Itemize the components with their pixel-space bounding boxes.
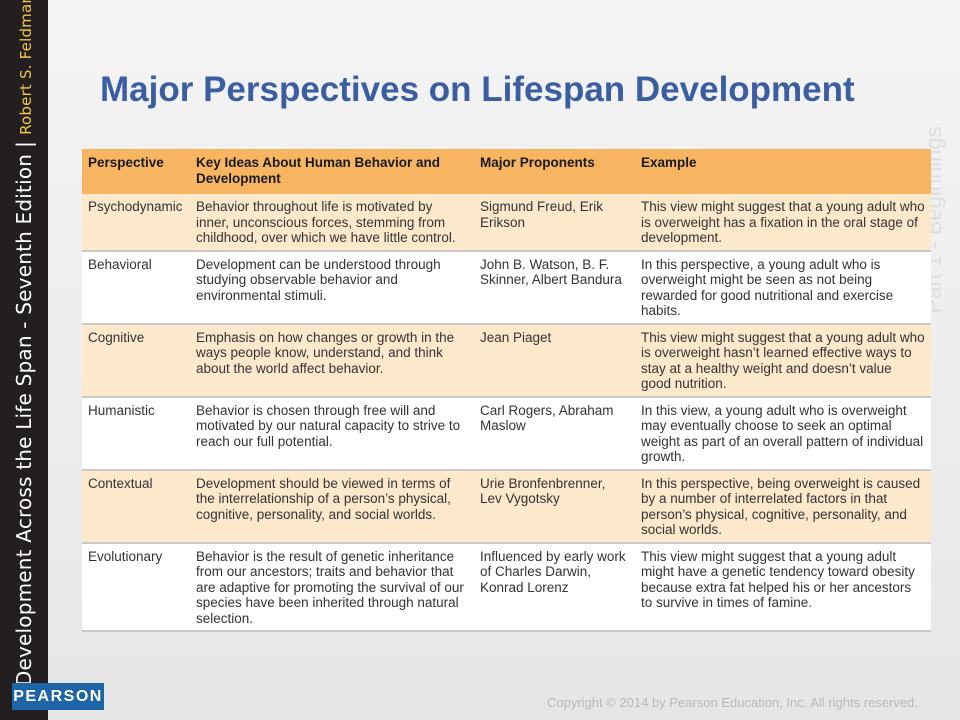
cell-perspective: Psychodynamic — [82, 194, 190, 252]
cell-example: In this perspective, being overweight is… — [635, 469, 931, 544]
cell-key-ideas: Behavior is the result of genetic inheri… — [190, 542, 474, 632]
cell-perspective: Evolutionary — [82, 542, 190, 632]
cell-proponents: Urie Bronfenbrenner, Lev Vygotsky — [474, 469, 635, 544]
table-row: Humanistic Behavior is chosen through fr… — [82, 396, 931, 471]
cell-proponents: Jean Piaget — [474, 323, 635, 398]
cell-proponents: Influenced by early work of Charles Darw… — [474, 542, 635, 632]
book-author: Robert S. Feldman — [17, 0, 35, 135]
table-row: Behavioral Development can be understood… — [82, 250, 931, 325]
pearson-logo: PEARSON — [12, 683, 104, 710]
cell-proponents: John B. Watson, B. F. Skinner, Albert Ba… — [474, 250, 635, 325]
perspectives-table: Perspective Key Ideas About Human Behavi… — [82, 149, 931, 632]
cell-example: This view might suggest that a young adu… — [635, 542, 931, 632]
cell-example: In this perspective, a young adult who i… — [635, 250, 931, 325]
table-row: Contextual Development should be viewed … — [82, 469, 931, 544]
column-header-perspective: Perspective — [82, 149, 190, 194]
cell-perspective: Behavioral — [82, 250, 190, 325]
copyright-notice: Copyright © 2014 by Pearson Education, I… — [547, 695, 918, 710]
cell-perspective: Contextual — [82, 469, 190, 544]
cell-example: This view might suggest that a young adu… — [635, 323, 931, 398]
sidebar-separator: | — [12, 140, 36, 148]
table-row: Cognitive Emphasis on how changes or gro… — [82, 323, 931, 398]
cell-proponents: Sigmund Freud, Erik Erikson — [474, 194, 635, 252]
book-title: Development Across the Life Span - Seven… — [12, 153, 36, 687]
cell-proponents: Carl Rogers, Abraham Maslow — [474, 396, 635, 471]
cell-perspective: Cognitive — [82, 323, 190, 398]
column-header-key-ideas: Key Ideas About Human Behavior and Devel… — [190, 149, 474, 194]
table-row: Evolutionary Behavior is the result of g… — [82, 542, 931, 632]
column-header-proponents: Major Proponents — [474, 149, 635, 194]
cell-key-ideas: Development can be understood through st… — [190, 250, 474, 325]
table-header-row: Perspective Key Ideas About Human Behavi… — [82, 149, 931, 194]
sidebar: Development Across the Life Span - Seven… — [0, 0, 104, 720]
cell-key-ideas: Behavior is chosen through free will and… — [190, 396, 474, 471]
sidebar-text: Development Across the Life Span - Seven… — [12, 0, 36, 686]
cell-key-ideas: Development should be viewed in terms of… — [190, 469, 474, 544]
cell-example: In this view, a young adult who is overw… — [635, 396, 931, 471]
table-row: Psychodynamic Behavior throughout life i… — [82, 194, 931, 252]
cell-example: This view might suggest that a young adu… — [635, 194, 931, 252]
slide-title: Major Perspectives on Lifespan Developme… — [100, 70, 855, 109]
cell-perspective: Humanistic — [82, 396, 190, 471]
column-header-example: Example — [635, 149, 931, 194]
cell-key-ideas: Behavior throughout life is motivated by… — [190, 194, 474, 252]
cell-key-ideas: Emphasis on how changes or growth in the… — [190, 323, 474, 398]
